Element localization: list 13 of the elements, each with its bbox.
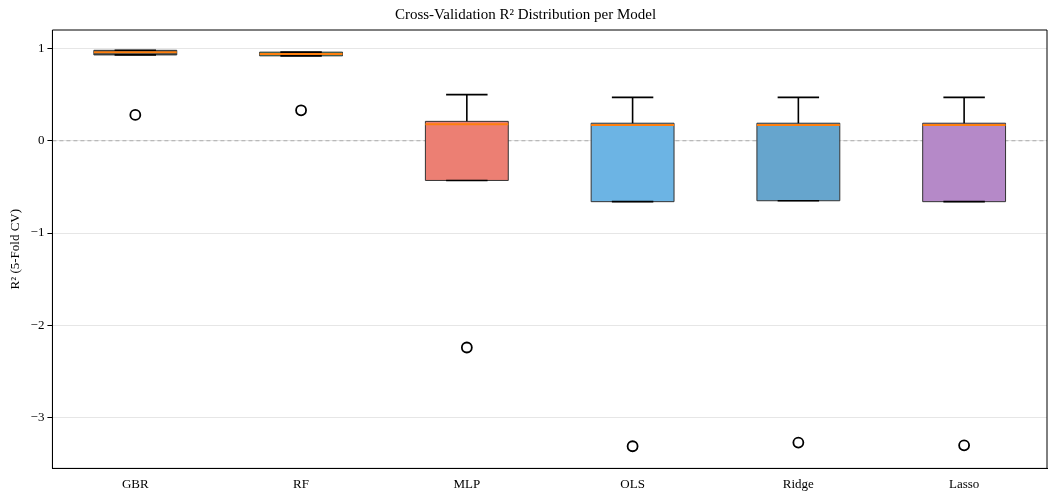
x-tick-label: Ridge	[782, 475, 815, 491]
y-tick-label: −3	[30, 409, 45, 425]
chart-title: Cross-Validation R² Distribution per Model	[394, 5, 657, 22]
x-tick-label: Lasso	[948, 475, 980, 491]
x-tick-label: OLS	[620, 475, 645, 491]
y-tick-label: −2	[30, 316, 45, 332]
y-tick-label: 1	[37, 39, 45, 55]
x-tick-label: MLP	[453, 475, 481, 491]
x-tick-label: RF	[293, 475, 310, 491]
y-tick-label: −1	[30, 224, 45, 240]
y-tick-label: 0	[37, 132, 45, 148]
x-tick-label: GBR	[121, 475, 149, 491]
y-axis-title: R² (5-Fold CV)	[7, 208, 23, 290]
